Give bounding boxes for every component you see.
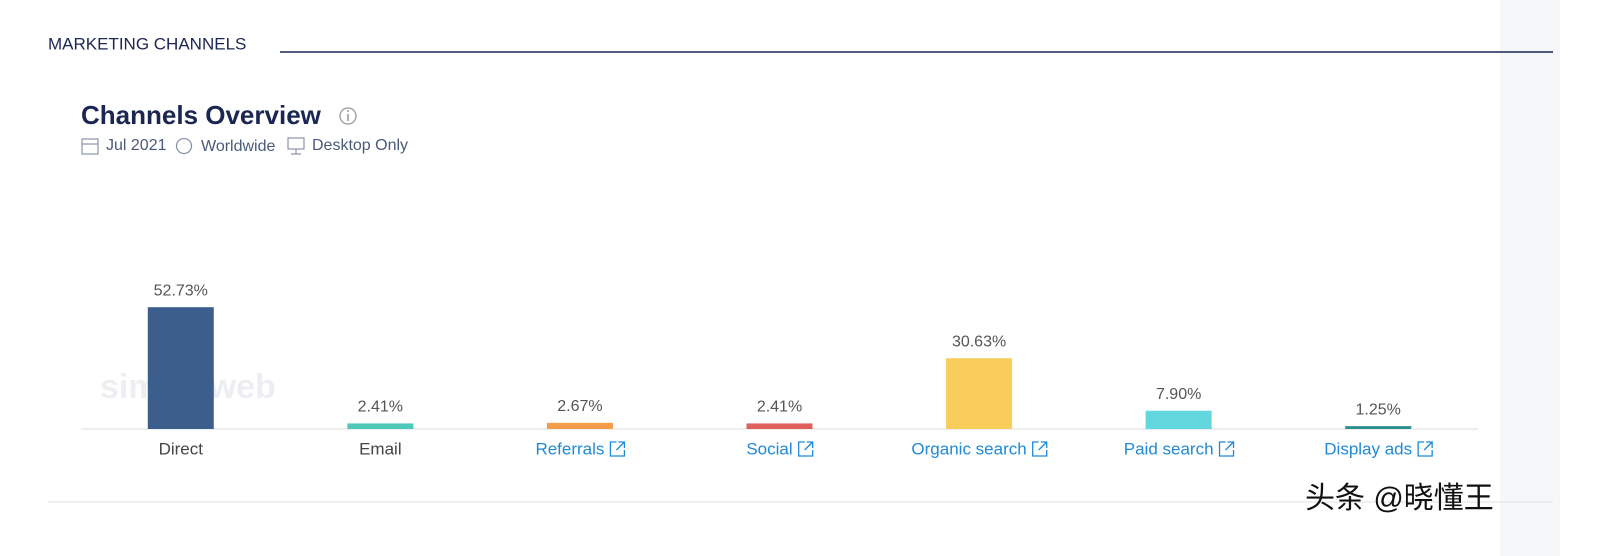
value-label: 7.90%: [1156, 386, 1201, 403]
x-tick-label[interactable]: Referrals: [535, 439, 604, 458]
side-shadow: [1500, 0, 1560, 556]
bar: [347, 423, 414, 429]
value-label: 30.63%: [952, 333, 1006, 350]
external-link-icon[interactable]: [1218, 441, 1235, 457]
external-link-icon[interactable]: [1417, 441, 1433, 457]
bar: [746, 423, 813, 429]
section-title: MARKETING CHANNELS: [48, 34, 246, 53]
bar: [1145, 410, 1212, 429]
x-tick-label[interactable]: Display ads: [1324, 439, 1412, 458]
filter-region: Worldwide: [201, 138, 276, 155]
desktop-icon: [287, 137, 305, 155]
filter-date: Jul 2021: [106, 137, 167, 154]
value-label: 2.67%: [557, 398, 602, 415]
x-tick-label: Email: [359, 439, 402, 458]
external-link-icon[interactable]: [1032, 441, 1048, 457]
bar: [1345, 426, 1412, 429]
bar: [147, 307, 214, 429]
value-label: 1.25%: [1356, 401, 1401, 418]
calendar-icon: [81, 138, 99, 155]
filter-device: Desktop Only: [312, 137, 408, 154]
bar: [946, 358, 1013, 429]
value-label: 2.41%: [757, 399, 802, 416]
x-tick-label[interactable]: Social: [746, 439, 792, 458]
credit: 头条 @晓懂王: [1305, 482, 1494, 515]
value-label: 52.73%: [154, 282, 208, 299]
chart-title: Channels Overview: [81, 100, 322, 130]
x-tick-label[interactable]: Organic search: [911, 439, 1026, 458]
value-label: 2.41%: [358, 399, 403, 416]
globe-icon: [175, 137, 193, 155]
bar: [546, 422, 613, 429]
external-link-icon[interactable]: [609, 441, 626, 457]
x-tick-label: Direct: [159, 439, 204, 458]
external-link-icon[interactable]: [798, 441, 814, 457]
x-tick-label[interactable]: Paid search: [1124, 439, 1214, 458]
info-icon[interactable]: [339, 107, 357, 125]
